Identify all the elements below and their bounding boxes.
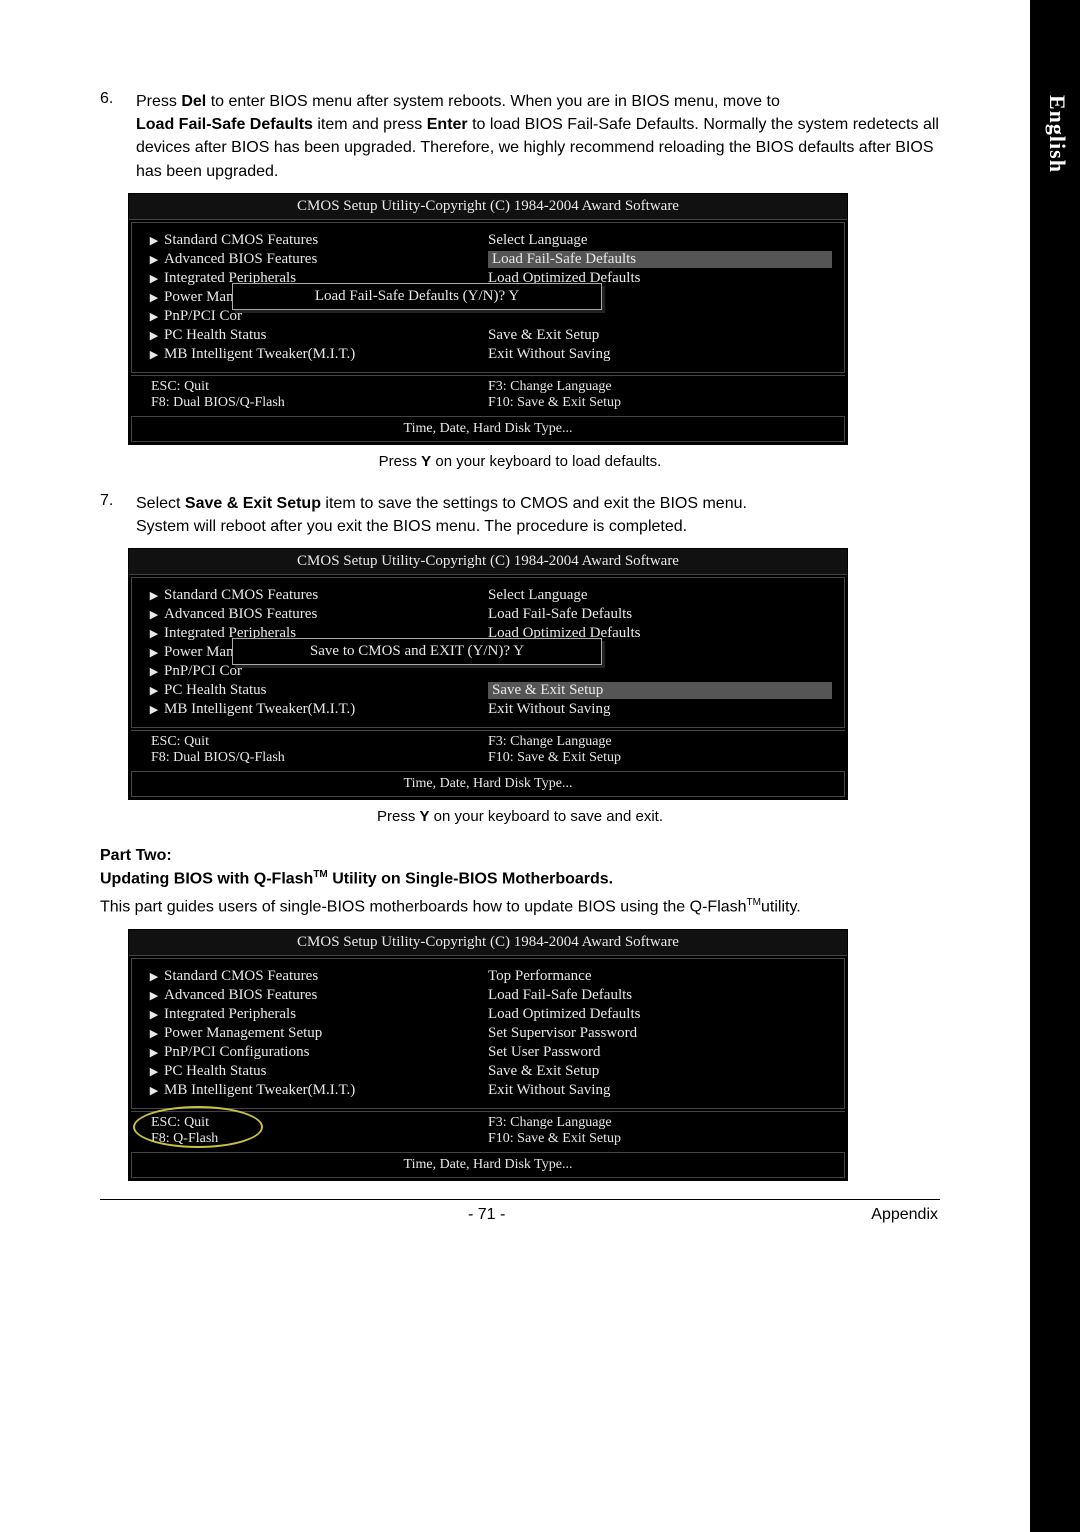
- bios-footer: Time, Date, Hard Disk Type...: [131, 1152, 845, 1178]
- side-tab-bar: [1030, 0, 1080, 1532]
- bios-key-hint: ESC: Quit: [151, 734, 488, 750]
- text: item and press: [313, 116, 427, 133]
- step-number: 7.: [100, 492, 136, 538]
- bios-screenshot-2: CMOS Setup Utility-Copyright (C) 1984-20…: [128, 548, 848, 800]
- bios-item: PC Health Status: [164, 1063, 488, 1080]
- bios-dialog: Load Fail-Safe Defaults (Y/N)? Y: [232, 283, 602, 310]
- bios-key-hint: F3: Change Language: [488, 1115, 825, 1131]
- menu-item-name: Save & Exit Setup: [185, 495, 321, 512]
- text: Press: [136, 93, 181, 110]
- bios-title: CMOS Setup Utility-Copyright (C) 1984-20…: [129, 194, 847, 220]
- bios-item: PC Health Status: [164, 327, 488, 344]
- bios-key-hint: F8: Q-Flash: [151, 1131, 488, 1147]
- trademark: TM: [747, 897, 761, 908]
- bios-item: Set Supervisor Password: [488, 1025, 832, 1042]
- bios-item: Exit Without Saving: [488, 346, 832, 363]
- text: System will reboot after you exit the BI…: [136, 518, 687, 535]
- key-del: Del: [181, 93, 206, 110]
- bios-item-highlighted: Save & Exit Setup: [488, 682, 832, 699]
- bios-item: Exit Without Saving: [488, 1082, 832, 1099]
- bios-title: CMOS Setup Utility-Copyright (C) 1984-20…: [129, 549, 847, 575]
- bios-item: PnP/PCI Cor: [164, 663, 488, 680]
- text: Select: [136, 495, 185, 512]
- caption-text: Press: [377, 808, 420, 825]
- bios-item: Exit Without Saving: [488, 701, 832, 718]
- bios-key-hint: F10: Save & Exit Setup: [488, 750, 825, 766]
- bios-item-highlighted: Load Fail-Safe Defaults: [488, 251, 832, 268]
- part-two-subtitle: Utility on Single-BIOS Motherboards.: [328, 870, 613, 887]
- part-two-header: Part Two:: [100, 847, 940, 865]
- part-two-subtitle: Updating BIOS with Q-Flash: [100, 870, 313, 887]
- step-7: 7. Select Save & Exit Setup item to save…: [100, 492, 940, 538]
- key-y: Y: [421, 453, 431, 470]
- bios-dialog: Save to CMOS and EXIT (Y/N)? Y: [232, 638, 602, 665]
- bios-title: CMOS Setup Utility-Copyright (C) 1984-20…: [129, 930, 847, 956]
- bios-item: Save & Exit Setup: [488, 1063, 832, 1080]
- trademark: TM: [313, 869, 327, 880]
- bios-item: Select Language: [488, 587, 832, 604]
- bios-key-hint: F8: Dual BIOS/Q-Flash: [151, 395, 488, 411]
- page-number: - 71 -: [468, 1206, 505, 1224]
- page-content: 6. Press Del to enter BIOS menu after sy…: [100, 90, 940, 1224]
- bios-item: Advanced BIOS Features: [164, 251, 488, 268]
- bios-item: Load Fail-Safe Defaults: [488, 987, 832, 1004]
- bios-key-hint: ESC: Quit: [151, 1115, 488, 1131]
- intro-text: This part guides users of single-BIOS mo…: [100, 899, 747, 916]
- bios-key-hint: F8: Dual BIOS/Q-Flash: [151, 750, 488, 766]
- caption-text: on your keyboard to load defaults.: [431, 453, 661, 470]
- step-6: 6. Press Del to enter BIOS menu after sy…: [100, 90, 940, 183]
- bios-item: Advanced BIOS Features: [164, 606, 488, 623]
- side-tab-label: English: [1044, 95, 1070, 173]
- bios-footer: Time, Date, Hard Disk Type...: [131, 416, 845, 442]
- bios-item: MB Intelligent Tweaker(M.I.T.): [164, 701, 488, 718]
- bios-item: Standard CMOS Features: [164, 587, 488, 604]
- text: to enter BIOS menu after system reboots.…: [206, 93, 780, 110]
- bios-item: Integrated Peripherals: [164, 1006, 488, 1023]
- bios-item: MB Intelligent Tweaker(M.I.T.): [164, 346, 488, 363]
- key-y: Y: [420, 808, 430, 825]
- bios-key-hint: ESC: Quit: [151, 379, 488, 395]
- bios-item: Standard CMOS Features: [164, 968, 488, 985]
- bios-key-hint: F3: Change Language: [488, 734, 825, 750]
- bios-item: Save & Exit Setup: [488, 327, 832, 344]
- bios-item: Load Fail-Safe Defaults: [488, 606, 832, 623]
- key-enter: Enter: [427, 116, 468, 133]
- bios-item: PnP/PCI Cor: [164, 308, 488, 325]
- caption-text: Press: [379, 453, 422, 470]
- bios-screenshot-3: CMOS Setup Utility-Copyright (C) 1984-20…: [128, 929, 848, 1181]
- bios-footer: Time, Date, Hard Disk Type...: [131, 771, 845, 797]
- section-name: Appendix: [871, 1206, 938, 1224]
- bios-item: Power Management Setup: [164, 1025, 488, 1042]
- bios-key-hint: F10: Save & Exit Setup: [488, 1131, 825, 1147]
- caption-text: on your keyboard to save and exit.: [430, 808, 663, 825]
- menu-item-name: Load Fail-Safe Defaults: [136, 116, 313, 133]
- bios-item: PC Health Status: [164, 682, 488, 699]
- bios-item: Top Performance: [488, 968, 832, 985]
- bios-item: Advanced BIOS Features: [164, 987, 488, 1004]
- bios-item: MB Intelligent Tweaker(M.I.T.): [164, 1082, 488, 1099]
- bios-item: Standard CMOS Features: [164, 232, 488, 249]
- intro-text: utility.: [761, 899, 801, 916]
- step-number: 6.: [100, 90, 136, 183]
- bios-screenshot-1: CMOS Setup Utility-Copyright (C) 1984-20…: [128, 193, 848, 445]
- bios-item: Load Optimized Defaults: [488, 1006, 832, 1023]
- bios-item: Select Language: [488, 232, 832, 249]
- bios-item: Set User Password: [488, 1044, 832, 1061]
- bios-key-hint: F3: Change Language: [488, 379, 825, 395]
- bios-item: PnP/PCI Configurations: [164, 1044, 488, 1061]
- bios-key-hint: F10: Save & Exit Setup: [488, 395, 825, 411]
- text: item to save the settings to CMOS and ex…: [321, 495, 747, 512]
